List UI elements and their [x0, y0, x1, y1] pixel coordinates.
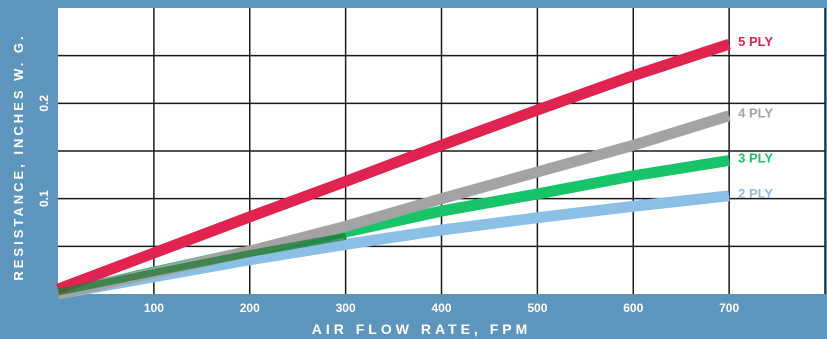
x-tick-label: 600 [623, 301, 643, 315]
x-tick-label: 300 [336, 301, 356, 315]
x-tick-label: 200 [240, 301, 260, 315]
x-axis-title: AIR FLOW RATE, FPM [312, 321, 532, 337]
y-tick-labels: 0.1 0.2 [37, 95, 51, 207]
series-overlap [57, 232, 347, 296]
series-label-5-ply: 5 PLY [738, 34, 773, 49]
x-tick-label: 700 [719, 301, 739, 315]
series-labels: 5 PLY 4 PLY 3 PLY 2 PLY [738, 34, 773, 201]
y-tick-label: 0.1 [37, 190, 51, 207]
x-tick-label: 400 [431, 301, 451, 315]
series-label-4-ply: 4 PLY [738, 106, 773, 121]
series-label-2-ply: 2 PLY [738, 186, 773, 201]
x-tick-label: 100 [144, 301, 164, 315]
x-tick-label: 500 [527, 301, 547, 315]
series-line-5-ply [56, 38, 731, 295]
y-axis-title: RESISTANCE, INCHES W. G. [11, 33, 26, 280]
x-tick-labels: 100 200 300 400 500 600 700 [144, 301, 740, 315]
y-tick-label: 0.2 [37, 95, 51, 112]
series-overlap-band [57, 232, 347, 296]
series-label-3-ply: 3 PLY [738, 151, 773, 166]
